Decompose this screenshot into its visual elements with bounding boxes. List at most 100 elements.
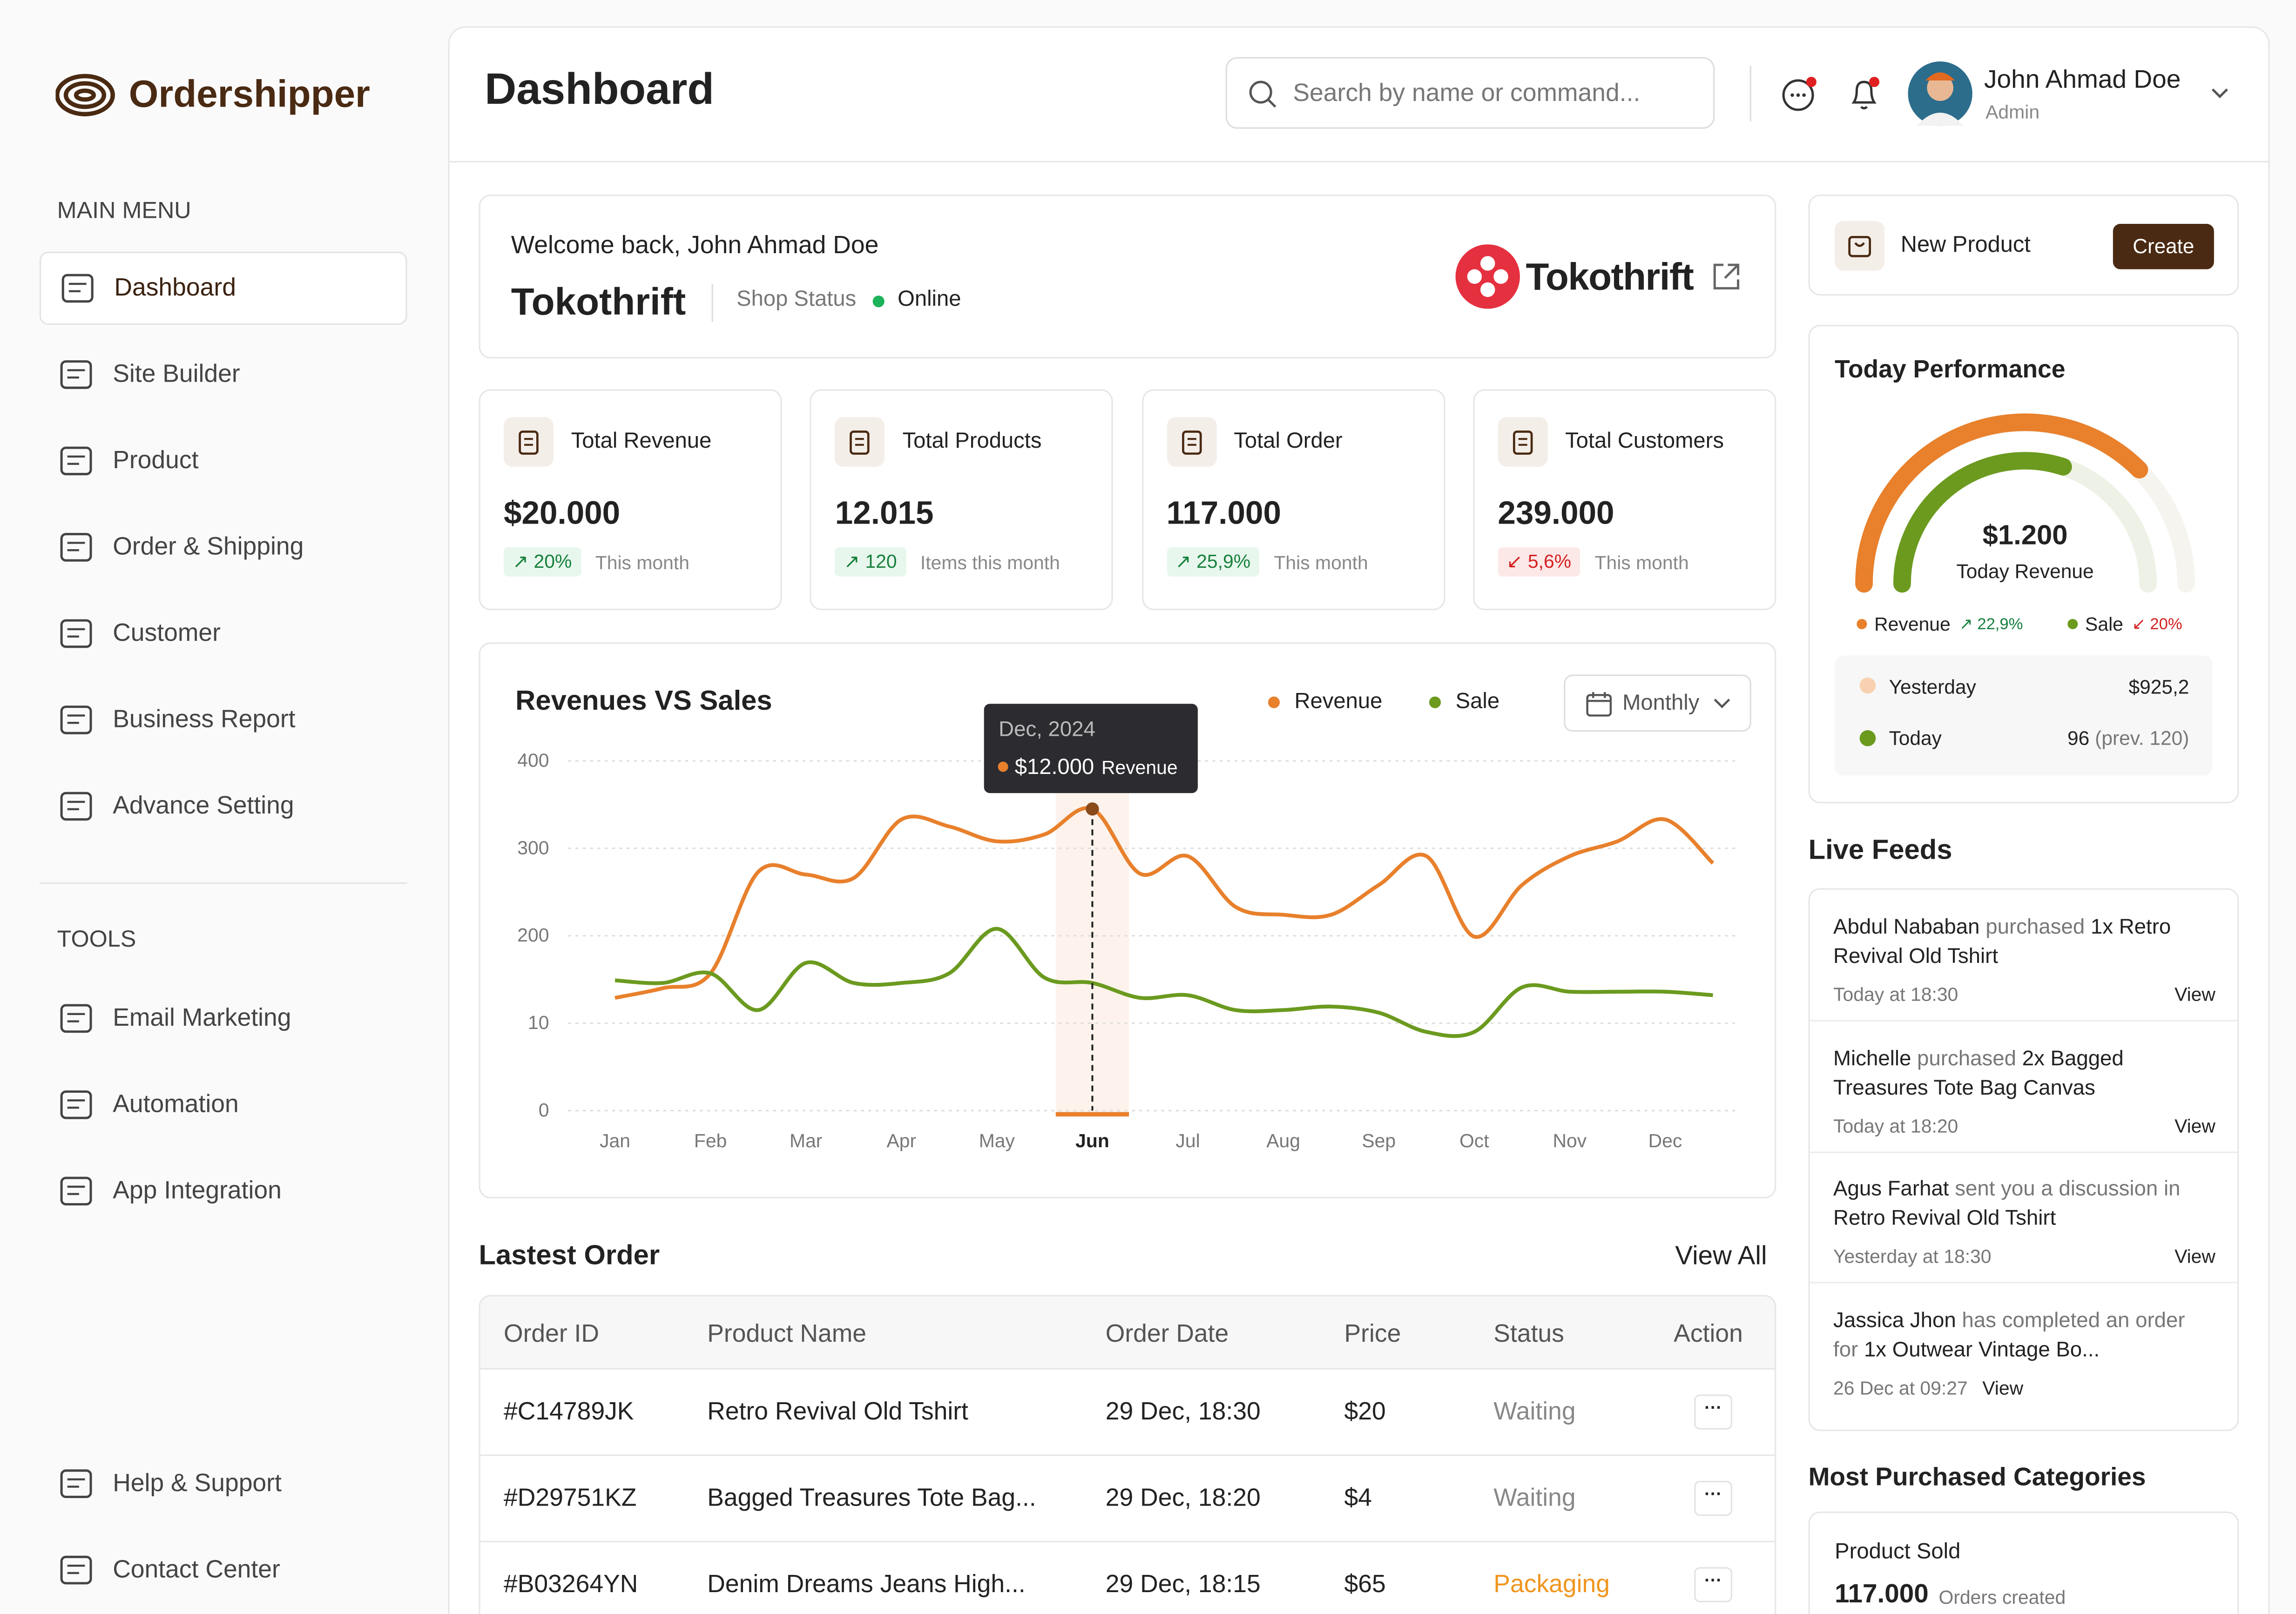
table-cell: #B03264YN	[504, 1570, 638, 1598]
menu-item[interactable]: Customer	[40, 597, 407, 670]
tooltip-point	[1086, 802, 1099, 816]
menu-item[interactable]: Help & Support	[40, 1447, 407, 1520]
table-cell: Waiting	[1493, 1484, 1576, 1512]
y-tick-label: 10	[528, 1012, 549, 1033]
stat-change-value: 25,9%	[1196, 550, 1251, 572]
x-tick-label: May	[979, 1130, 1015, 1151]
menu-icon	[60, 1469, 92, 1498]
stat-value: 117.000	[1166, 494, 1281, 531]
feed-target: 1x Retro Revival Old Tshirt	[1833, 916, 2171, 969]
menu-item[interactable]: Business Report	[40, 683, 407, 756]
y-tick-label: 400	[517, 750, 549, 771]
feed-actor: Abdul Nababan	[1833, 916, 1980, 940]
chevron	[1713, 698, 1729, 708]
menu-label: Automation	[113, 1090, 239, 1118]
feed-text: Agus Farhat sent you a discussion in Ret…	[1833, 1176, 2215, 1234]
highlight-base	[1055, 1112, 1129, 1116]
stat-note: This month	[595, 551, 690, 574]
feed-target: 2x Bagged Treasures Tote Bag Canvas	[1833, 1047, 2124, 1100]
table-cell: Waiting	[1493, 1397, 1576, 1426]
bell-icon[interactable]	[1845, 74, 1886, 115]
row-note: (prev. 120)	[2095, 727, 2189, 749]
row-divider	[480, 1540, 1775, 1542]
dot	[1859, 730, 1876, 746]
feed-time: Today at 18:30	[1833, 983, 1958, 1005]
dot	[1859, 677, 1876, 694]
view-all[interactable]: View All	[1675, 1241, 1767, 1271]
x-tick-label: Jun	[1075, 1130, 1109, 1151]
menu-item[interactable]: Automation	[40, 1068, 407, 1141]
menu-item[interactable]: App Integration	[40, 1155, 407, 1228]
create-button[interactable]: Create	[2113, 224, 2214, 269]
divider	[39, 882, 407, 884]
menu-item[interactable]: Email Marketing	[40, 982, 407, 1055]
menu-label: Site Builder	[113, 360, 240, 388]
divider	[711, 283, 713, 322]
period-select[interactable]: Monthly	[1564, 674, 1751, 732]
tooltip-box	[984, 704, 1198, 794]
legend-name: Revenue	[1874, 613, 1951, 635]
x-tick-label: Nov	[1553, 1130, 1587, 1151]
menu-item[interactable]: Site Builder	[40, 338, 407, 411]
brand: Ordershipper	[55, 72, 370, 117]
section-label: TOOLS	[57, 928, 136, 953]
stat-label: Total Revenue	[571, 429, 712, 454]
menu-item[interactable]: Product	[40, 424, 407, 498]
action-button[interactable]: ···	[1694, 1394, 1733, 1430]
feed-link[interactable]: View	[2174, 1245, 2215, 1268]
user-role: Admin	[1985, 101, 2040, 123]
external-link[interactable]	[1710, 261, 1742, 293]
row-label: Today	[1889, 727, 1942, 749]
shop-logo-icon	[1455, 244, 1520, 309]
chat-icon[interactable]	[1779, 74, 1820, 115]
table-cell: Bagged Treasures Tote Bag...	[707, 1484, 1036, 1512]
y-tick-label: 300	[517, 837, 549, 858]
feed-link[interactable]: View	[1982, 1377, 2024, 1399]
categories-value: 117.000	[1835, 1579, 1929, 1608]
menu-item[interactable]: Dashboard	[39, 251, 407, 325]
legend-item: Sale ↙ 20%	[2067, 613, 2182, 635]
x-tick-label: Jul	[1175, 1130, 1200, 1151]
x-tick-label: Jan	[600, 1130, 630, 1151]
stat-card: Total Revenue $20.000 ↗ 20% This month	[479, 389, 782, 611]
legend-item: Revenue ↗ 22,9%	[1857, 613, 2023, 635]
tooltip-series: Revenue	[1101, 757, 1178, 778]
stat-note: This month	[1594, 551, 1689, 574]
categories-title: Most Purchased Categories	[1808, 1461, 2146, 1491]
stat-card: Total Order 117.000 ↗ 25,9% This month	[1141, 389, 1445, 611]
x-tick-label: Mar	[790, 1130, 822, 1151]
categories-note: Orders created	[1938, 1586, 2066, 1608]
row-label: Yesterday	[1889, 676, 1976, 698]
stat-value: 239.000	[1498, 494, 1614, 531]
greeting: Welcome back, John Ahmad Doe	[511, 231, 879, 259]
gauge	[1855, 413, 2195, 593]
stat-value: $20.000	[504, 494, 621, 531]
legend-label: Sale	[1455, 689, 1500, 714]
stat-change-value: 20%	[533, 550, 572, 572]
tooltip-amount: $12.000	[1015, 754, 1094, 779]
performance-amount: $1.200	[1982, 521, 2068, 552]
column-header: Product Name	[707, 1319, 867, 1348]
action-button[interactable]: ···	[1694, 1480, 1733, 1516]
categories-label: Product Sold	[1835, 1539, 1961, 1565]
avatar[interactable]	[1908, 61, 1972, 126]
feed-time: 26 Dec at 09:27	[1833, 1377, 1968, 1399]
tooltip-dot	[998, 761, 1008, 772]
shop-logo-text: Tokothrift	[1526, 255, 1694, 299]
brand-name: Ordershipper	[128, 72, 370, 116]
feed-actor: Jassica Jhon	[1833, 1310, 1956, 1333]
feed-link[interactable]: View	[2174, 1114, 2215, 1137]
legend-change: 22,9%	[1977, 616, 2023, 634]
table-cell: Denim Dreams Jeans High...	[707, 1570, 1026, 1598]
stat-icon	[1166, 417, 1216, 467]
menu-item[interactable]: Order & Shipping	[40, 511, 407, 584]
search-box[interactable]: Search by name or command...	[1225, 57, 1715, 129]
menu-item[interactable]: Contact Center	[40, 1533, 407, 1607]
action-button[interactable]: ···	[1694, 1567, 1733, 1602]
chart-title: Revenues VS Sales	[515, 686, 772, 717]
menu-item[interactable]: Advance Setting	[40, 770, 407, 843]
chevron[interactable]	[2208, 83, 2231, 104]
menu-label: Customer	[113, 619, 221, 647]
feed-link[interactable]: View	[2174, 983, 2215, 1005]
